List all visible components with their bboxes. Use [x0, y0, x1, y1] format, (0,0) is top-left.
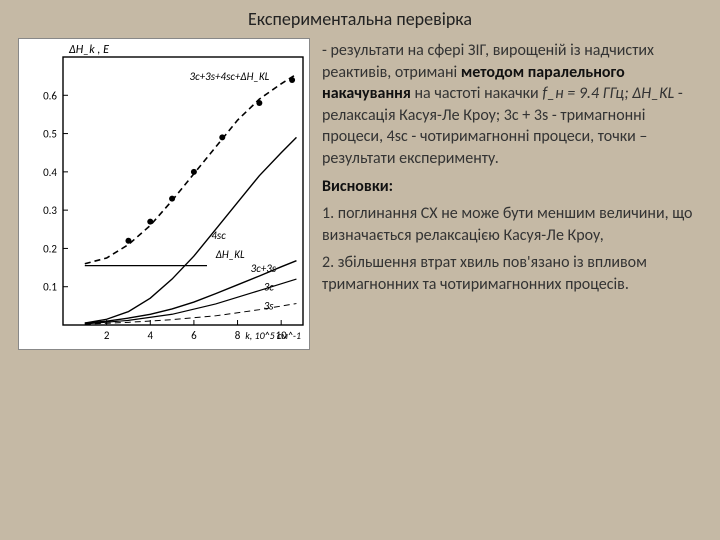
svg-text:ΔH_k , E: ΔH_k , E [68, 43, 109, 57]
svg-text:8: 8 [235, 329, 241, 342]
slide-title: Експериментальна перевірка [0, 8, 720, 30]
svg-text:0.4: 0.4 [43, 166, 57, 179]
chart-svg: ΔH_k , E0.10.20.30.40.50.6246810k, 10^5 … [19, 39, 309, 349]
svg-text:2: 2 [104, 329, 110, 342]
svg-text:4sc: 4sc [211, 229, 226, 242]
svg-text:3c: 3c [264, 281, 275, 294]
chart: ΔH_k , E0.10.20.30.40.50.6246810k, 10^5 … [18, 38, 310, 350]
txt-dh: ΔH_KL [632, 84, 674, 103]
svg-text:0.1: 0.1 [43, 281, 57, 294]
svg-text:3s: 3s [264, 300, 275, 313]
svg-text:0.3: 0.3 [43, 204, 57, 217]
svg-text:0.2: 0.2 [43, 242, 57, 255]
svg-text:3c+3s+4sc+ΔH_KL: 3c+3s+4sc+ΔH_KL [190, 70, 270, 83]
conclusions-heading: Висновки: [322, 176, 702, 198]
svg-text:3c+3s: 3c+3s [251, 262, 277, 275]
slide: Експериментальна перевірка ΔH_k , E 0.1 0.… [0, 0, 720, 540]
txt: на частоті накачки [411, 84, 542, 103]
paragraph-results: - результати на сфері ЗІГ, вирощеній із … [322, 40, 702, 170]
conclusion-1: 1. поглинання СХ не може бути меншим вел… [322, 203, 702, 246]
svg-text:4: 4 [147, 329, 153, 342]
svg-text:0.5: 0.5 [43, 128, 57, 141]
svg-text:ΔH_KL: ΔH_KL [215, 248, 245, 261]
svg-text:k, 10^5 см^-1: k, 10^5 см^-1 [245, 329, 301, 342]
txt-freq: f_н = 9.4 ГГц; [542, 84, 632, 103]
svg-text:0.6: 0.6 [43, 89, 57, 102]
svg-text:6: 6 [191, 329, 197, 342]
conclusion-2: 2. збільшення втрат хвиль пов'язано із в… [322, 252, 702, 295]
text-block: - результати на сфері ЗІГ, вирощеній із … [322, 40, 702, 302]
